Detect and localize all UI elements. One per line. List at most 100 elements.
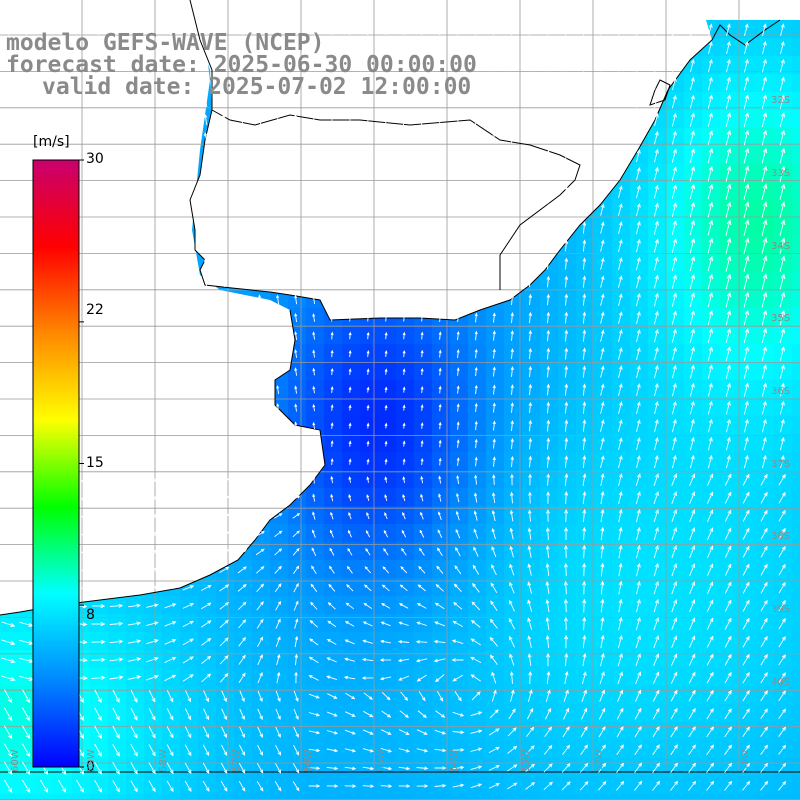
wind-arrow: [672, 23, 677, 36]
wind-arrow: [654, 401, 659, 415]
wind-arrow: [5, 348, 10, 360]
wind-arrow: [434, 748, 447, 753]
wind-arrow: [258, 438, 262, 449]
wind-arrow: [635, 508, 641, 523]
speed-cell: [774, 776, 793, 795]
wind-arrow: [635, 598, 641, 613]
wind-arrow: [564, 670, 569, 685]
speed-cell: [756, 398, 775, 417]
wind-arrow: [329, 529, 334, 538]
wind-arrow: [203, 348, 208, 359]
wind-arrow: [438, 24, 443, 36]
speed-cell: [198, 722, 217, 741]
wind-arrow: [707, 346, 713, 361]
speed-cell: [738, 488, 757, 507]
speed-cell: [144, 776, 163, 795]
speed-cell: [594, 254, 613, 273]
wind-arrow: [326, 784, 339, 788]
wind-arrow: [113, 240, 118, 252]
wind-arrow: [257, 167, 262, 180]
wind-arrow: [546, 167, 551, 180]
speed-cell: [144, 794, 163, 800]
speed-cell: [198, 704, 217, 723]
wind-arrow: [167, 78, 172, 90]
wind-arrow: [600, 544, 605, 559]
speed-cell: [234, 722, 253, 741]
wind-arrow: [690, 58, 695, 73]
speed-cell: [540, 722, 559, 741]
speed-cell: [396, 326, 415, 345]
wind-arrow: [706, 491, 714, 504]
wind-arrow: [762, 40, 767, 55]
wind-arrow: [330, 41, 334, 54]
wind-arrow: [5, 204, 10, 216]
speed-cell: [414, 614, 433, 633]
wind-arrow: [131, 240, 136, 252]
wind-arrow: [671, 256, 678, 271]
wind-arrow: [384, 277, 388, 286]
speed-cell: [702, 614, 721, 633]
speed-cell: [126, 686, 145, 705]
wind-arrow: [636, 437, 641, 451]
speed-cell: [702, 254, 721, 273]
speed-cell: [594, 542, 613, 561]
wind-arrow: [238, 636, 246, 647]
wind-arrow: [760, 744, 769, 755]
speed-cell: [648, 308, 667, 327]
speed-cell: [432, 596, 451, 615]
wind-arrow: [185, 150, 190, 162]
wind-arrow: [23, 114, 28, 126]
speed-cell: [738, 344, 757, 363]
wind-arrow: [636, 526, 641, 541]
speed-cell: [720, 218, 739, 237]
speed-cell: [396, 614, 415, 633]
wind-arrow: [146, 549, 159, 554]
speed-cell: [756, 128, 775, 147]
speed-cell: [504, 668, 523, 687]
wind-arrow: [23, 150, 28, 162]
speed-cell: [666, 254, 685, 273]
speed-cell: [684, 146, 703, 165]
wind-arrow: [488, 783, 500, 789]
speed-cell: [684, 596, 703, 615]
speed-cell: [738, 614, 757, 633]
wind-arrow: [434, 674, 445, 683]
wind-arrow: [112, 780, 120, 793]
wind-arrow: [167, 420, 172, 432]
speed-cell: [720, 308, 739, 327]
speed-cell: [432, 362, 451, 381]
wind-arrow: [311, 204, 316, 215]
wind-arrow: [636, 41, 641, 54]
wind-arrow: [472, 582, 480, 593]
wind-arrow: [366, 368, 370, 375]
speed-cell: [522, 362, 541, 381]
wind-arrow: [417, 584, 426, 592]
speed-cell: [378, 560, 397, 579]
speed-cell: [414, 794, 433, 800]
speed-cell: [306, 362, 325, 381]
wind-arrow: [600, 473, 605, 486]
wind-arrow: [564, 293, 569, 306]
wind-arrow: [671, 130, 677, 145]
wind-arrow: [761, 76, 767, 91]
speed-cell: [774, 668, 793, 687]
speed-cell: [756, 56, 775, 75]
wind-arrow: [145, 657, 159, 663]
wind-arrow: [113, 60, 118, 72]
wind-arrow: [326, 766, 339, 771]
wind-arrow: [23, 330, 28, 342]
speed-cell: [612, 452, 631, 471]
wind-arrow: [23, 276, 28, 288]
wind-arrow: [257, 654, 263, 666]
speed-cell: [774, 722, 793, 741]
wind-arrow: [778, 509, 786, 522]
wind-arrow: [761, 400, 767, 415]
wind-arrow: [275, 222, 280, 233]
wind-arrow: [384, 476, 388, 483]
wind-arrow: [330, 295, 334, 304]
speed-cell: [558, 272, 577, 291]
wind-arrow: [384, 222, 388, 233]
wind-arrow: [402, 59, 406, 72]
wind-arrow: [380, 621, 391, 627]
speed-cell: [792, 110, 800, 129]
